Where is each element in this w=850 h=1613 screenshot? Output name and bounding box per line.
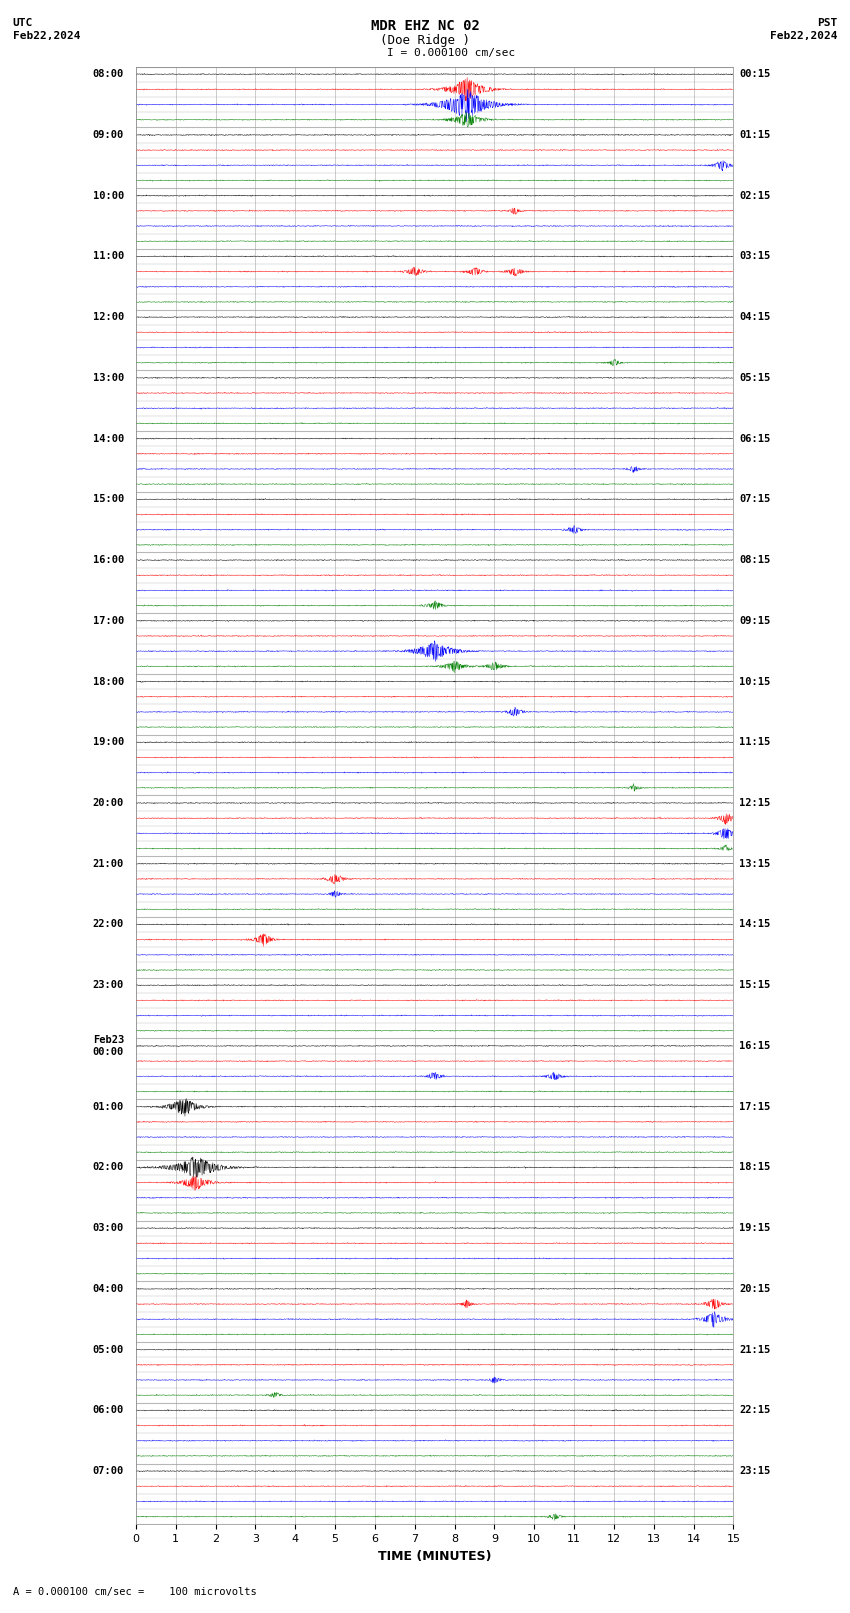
Text: 20:00: 20:00 bbox=[93, 798, 124, 808]
Text: 08:00: 08:00 bbox=[93, 69, 124, 79]
Text: 06:15: 06:15 bbox=[740, 434, 771, 444]
Text: 12:15: 12:15 bbox=[740, 798, 771, 808]
Text: 09:00: 09:00 bbox=[93, 131, 124, 140]
Text: 16:15: 16:15 bbox=[740, 1040, 771, 1052]
X-axis label: TIME (MINUTES): TIME (MINUTES) bbox=[378, 1550, 491, 1563]
Text: 03:15: 03:15 bbox=[740, 252, 771, 261]
Text: 14:00: 14:00 bbox=[93, 434, 124, 444]
Text: 05:00: 05:00 bbox=[93, 1345, 124, 1355]
Text: MDR EHZ NC 02: MDR EHZ NC 02 bbox=[371, 19, 479, 34]
Text: 11:15: 11:15 bbox=[740, 737, 771, 747]
Text: 02:15: 02:15 bbox=[740, 190, 771, 200]
Text: 19:15: 19:15 bbox=[740, 1223, 771, 1234]
Text: 22:15: 22:15 bbox=[740, 1405, 771, 1415]
Text: Feb23
00:00: Feb23 00:00 bbox=[93, 1036, 124, 1057]
Text: Feb22,2024: Feb22,2024 bbox=[13, 31, 80, 40]
Text: 15:00: 15:00 bbox=[93, 494, 124, 505]
Text: UTC: UTC bbox=[13, 18, 33, 27]
Text: 21:00: 21:00 bbox=[93, 858, 124, 869]
Text: Feb22,2024: Feb22,2024 bbox=[770, 31, 837, 40]
Text: 11:00: 11:00 bbox=[93, 252, 124, 261]
Text: (Doe Ridge ): (Doe Ridge ) bbox=[380, 34, 470, 47]
Text: 03:00: 03:00 bbox=[93, 1223, 124, 1234]
Text: 17:15: 17:15 bbox=[740, 1102, 771, 1111]
Text: 01:00: 01:00 bbox=[93, 1102, 124, 1111]
Text: 01:15: 01:15 bbox=[740, 131, 771, 140]
Text: 16:00: 16:00 bbox=[93, 555, 124, 565]
Text: 06:00: 06:00 bbox=[93, 1405, 124, 1415]
Text: 22:00: 22:00 bbox=[93, 919, 124, 929]
Text: 21:15: 21:15 bbox=[740, 1345, 771, 1355]
Text: 10:00: 10:00 bbox=[93, 190, 124, 200]
Text: 17:00: 17:00 bbox=[93, 616, 124, 626]
Text: 02:00: 02:00 bbox=[93, 1163, 124, 1173]
Text: 19:00: 19:00 bbox=[93, 737, 124, 747]
Text: 23:00: 23:00 bbox=[93, 981, 124, 990]
Text: 07:15: 07:15 bbox=[740, 494, 771, 505]
Text: 10:15: 10:15 bbox=[740, 676, 771, 687]
Text: 07:00: 07:00 bbox=[93, 1466, 124, 1476]
Text: 14:15: 14:15 bbox=[740, 919, 771, 929]
Text: A = 0.000100 cm/sec =    100 microvolts: A = 0.000100 cm/sec = 100 microvolts bbox=[13, 1587, 257, 1597]
Text: 18:15: 18:15 bbox=[740, 1163, 771, 1173]
Text: 15:15: 15:15 bbox=[740, 981, 771, 990]
Text: 04:15: 04:15 bbox=[740, 313, 771, 323]
Text: I = 0.000100 cm/sec: I = 0.000100 cm/sec bbox=[387, 48, 515, 58]
Text: 12:00: 12:00 bbox=[93, 313, 124, 323]
Text: 08:15: 08:15 bbox=[740, 555, 771, 565]
Text: 13:00: 13:00 bbox=[93, 373, 124, 382]
Text: 04:00: 04:00 bbox=[93, 1284, 124, 1294]
Text: 20:15: 20:15 bbox=[740, 1284, 771, 1294]
Text: 05:15: 05:15 bbox=[740, 373, 771, 382]
Text: 00:15: 00:15 bbox=[740, 69, 771, 79]
Text: PST: PST bbox=[817, 18, 837, 27]
Text: 13:15: 13:15 bbox=[740, 858, 771, 869]
Text: 23:15: 23:15 bbox=[740, 1466, 771, 1476]
Text: 09:15: 09:15 bbox=[740, 616, 771, 626]
Text: 18:00: 18:00 bbox=[93, 676, 124, 687]
